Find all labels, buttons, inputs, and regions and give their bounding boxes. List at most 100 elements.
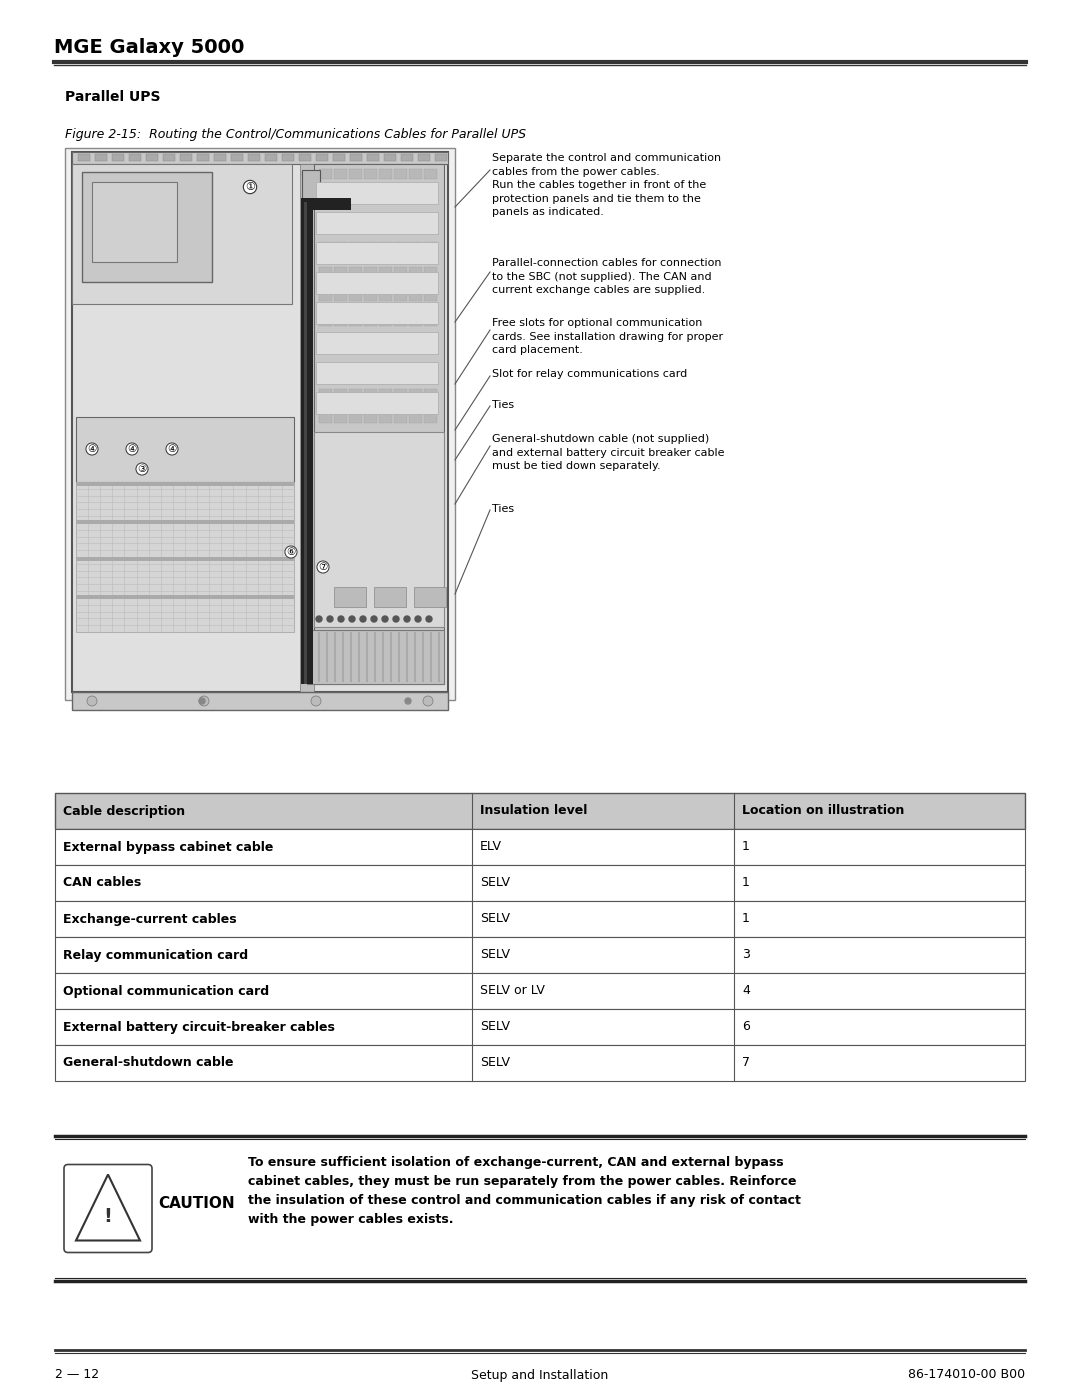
Bar (424, 339, 437, 351)
Bar (302, 302, 312, 307)
Bar (379, 535, 392, 546)
Text: SELV: SELV (481, 1056, 510, 1070)
Bar (334, 511, 347, 521)
Bar (302, 353, 312, 359)
Bar (364, 193, 377, 204)
Bar (364, 584, 377, 595)
Bar (364, 560, 377, 570)
Bar (65, 148, 455, 700)
Text: To ensure sufficient isolation of exchange-current, CAN and external bypass
cabi: To ensure sufficient isolation of exchan… (248, 1155, 801, 1227)
Bar (424, 560, 437, 570)
Bar (319, 169, 332, 179)
Bar (379, 291, 392, 302)
Bar (231, 154, 243, 161)
Text: ④: ④ (167, 444, 177, 454)
Bar (379, 242, 392, 253)
Bar (349, 218, 362, 228)
Text: SELV: SELV (481, 876, 510, 890)
Bar (349, 560, 362, 570)
Bar (424, 584, 437, 595)
Text: Optional communication card: Optional communication card (63, 985, 269, 997)
Bar (364, 218, 377, 228)
Text: Separate the control and communication
cables from the power cables.
Run the cab: Separate the control and communication c… (492, 154, 721, 218)
Text: External bypass cabinet cable: External bypass cabinet cable (63, 841, 273, 854)
Bar (424, 291, 437, 302)
Bar (334, 535, 347, 546)
Circle shape (87, 696, 97, 705)
Text: External battery circuit-breaker cables: External battery circuit-breaker cables (63, 1020, 335, 1034)
Text: 3: 3 (742, 949, 750, 961)
Bar (364, 242, 377, 253)
Bar (319, 560, 332, 570)
Text: ①: ① (245, 182, 255, 191)
Bar (364, 462, 377, 472)
Bar (418, 154, 430, 161)
Bar (349, 414, 362, 423)
Bar (379, 365, 392, 374)
Bar (379, 267, 392, 277)
Bar (302, 615, 312, 619)
Bar (424, 511, 437, 521)
Bar (307, 630, 444, 685)
Bar (394, 218, 407, 228)
Bar (409, 486, 422, 497)
Bar (76, 482, 294, 486)
Bar (300, 163, 314, 692)
Bar (384, 154, 396, 161)
Bar (301, 198, 351, 210)
Bar (302, 170, 320, 205)
Bar (55, 828, 1025, 865)
Bar (302, 483, 312, 489)
Bar (76, 520, 294, 524)
Bar (349, 462, 362, 472)
Bar (409, 169, 422, 179)
Bar (424, 535, 437, 546)
Bar (367, 154, 379, 161)
Bar (349, 511, 362, 521)
Bar (333, 154, 345, 161)
Bar (76, 482, 294, 631)
Bar (302, 562, 312, 567)
Bar (424, 414, 437, 423)
Bar (364, 511, 377, 521)
Text: Parallel-connection cables for connection
to the SBC (not supplied). The CAN and: Parallel-connection cables for connectio… (492, 258, 721, 295)
Bar (409, 242, 422, 253)
Bar (349, 388, 362, 400)
Bar (364, 316, 377, 326)
Bar (394, 535, 407, 546)
Bar (364, 486, 377, 497)
Bar (319, 267, 332, 277)
Bar (302, 666, 312, 671)
Bar (72, 152, 448, 163)
Text: 1: 1 (742, 912, 750, 925)
Circle shape (404, 616, 410, 622)
Bar (409, 511, 422, 521)
Text: Setup and Installation: Setup and Installation (471, 1369, 609, 1382)
Bar (435, 154, 447, 161)
Bar (424, 169, 437, 179)
Bar (180, 154, 192, 161)
Circle shape (372, 616, 377, 622)
Bar (282, 154, 294, 161)
Bar (319, 365, 332, 374)
Bar (379, 169, 392, 179)
Bar (55, 937, 1025, 972)
Text: Slot for relay communications card: Slot for relay communications card (492, 369, 687, 379)
Bar (112, 154, 124, 161)
Bar (364, 169, 377, 179)
Circle shape (327, 616, 333, 622)
Bar (319, 291, 332, 302)
Bar (314, 432, 444, 627)
Bar (334, 193, 347, 204)
Bar (334, 437, 347, 448)
Bar (55, 1045, 1025, 1081)
Bar (334, 414, 347, 423)
Bar (302, 536, 312, 541)
Bar (374, 587, 406, 608)
Text: 4: 4 (742, 985, 750, 997)
Bar (334, 339, 347, 351)
Bar (319, 242, 332, 253)
Bar (95, 154, 107, 161)
Bar (129, 154, 141, 161)
Bar (146, 154, 158, 161)
